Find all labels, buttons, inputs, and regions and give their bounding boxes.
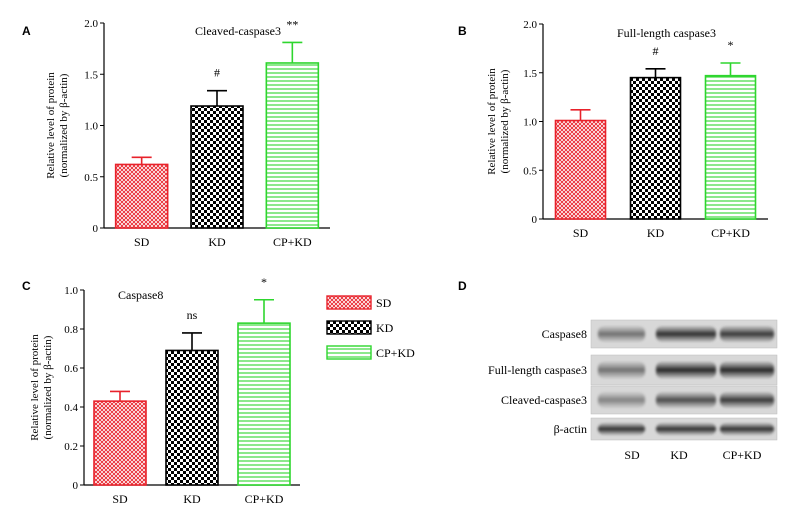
chart-title: Full-length caspase3	[617, 26, 716, 40]
blot-lane-label: KD	[670, 448, 688, 462]
y-axis-label: Relative level of protein(normalized by …	[45, 72, 70, 179]
x-tick-label: KD	[647, 226, 665, 240]
y-tick-label: 0.4	[64, 402, 78, 414]
chart-title: Caspase8	[118, 288, 163, 302]
blot-band	[720, 422, 774, 436]
x-tick-label: CP+KD	[245, 492, 284, 506]
bar-kd	[629, 76, 682, 220]
significance-mark: *	[728, 38, 734, 52]
x-tick-label: KD	[183, 492, 201, 506]
blot-band-label: Cleaved-caspase3	[501, 393, 587, 407]
blot-band	[656, 361, 716, 379]
legend-swatch	[326, 320, 372, 335]
panel-b-chart: B Full-length caspase3 Relative level of p…	[458, 19, 768, 240]
y-axis-label-line: (normalized by β-actin)	[58, 73, 70, 177]
bar-cp-kd	[237, 322, 291, 486]
panel-letter: A	[22, 24, 31, 38]
bar-kd	[165, 349, 219, 486]
y-tick-label: 0.5	[84, 172, 98, 184]
y-tick-label: 0	[73, 480, 79, 492]
blot-band	[656, 326, 716, 342]
bar-cp-kd	[265, 62, 320, 229]
y-axis-label-line: Relative level of protein	[29, 334, 41, 441]
y-axis-label-line: Relative level of protein	[45, 72, 57, 179]
y-axis-label-line: (normalized by β-actin)	[42, 335, 54, 439]
blot-band	[720, 326, 774, 342]
x-tick-label: SD	[573, 226, 589, 240]
legend-label: CP+KD	[376, 346, 415, 360]
blot-lane-label: SD	[624, 448, 640, 462]
x-tick-label: CP+KD	[273, 235, 312, 249]
blot-band	[598, 422, 645, 436]
significance-mark: **	[286, 17, 298, 31]
legend-swatch	[326, 345, 372, 360]
legend: SD KD CP+KD	[326, 295, 415, 360]
y-tick-label: 0.6	[64, 363, 78, 375]
x-tick-label: KD	[208, 235, 226, 249]
panel-a-chart: A Cleaved-caspase3 Relative level of prote…	[22, 17, 330, 249]
blot-lane-label: CP+KD	[723, 448, 762, 462]
y-tick-label: 1.5	[523, 68, 537, 80]
x-tick-label: SD	[134, 235, 150, 249]
blot-band	[656, 392, 716, 408]
y-tick-label: 2.0	[84, 18, 98, 30]
blot-band	[720, 361, 774, 379]
bar-kd	[190, 105, 244, 229]
y-tick-label: 0	[532, 214, 538, 226]
y-tick-label: 0.5	[523, 165, 537, 177]
blot-band	[598, 392, 645, 408]
x-tick-label: SD	[112, 492, 128, 506]
blot-band-label: Caspase8	[542, 327, 587, 341]
panel-c-chart: C Caspase8 Relative level of protein(norma…	[22, 275, 300, 506]
blot-band-rows	[590, 319, 778, 441]
legend-label: KD	[376, 321, 394, 335]
significance-mark: #	[214, 66, 220, 80]
chart-title: Cleaved-caspase3	[195, 24, 281, 38]
significance-mark: *	[261, 275, 267, 289]
legend-swatch	[326, 295, 372, 310]
y-tick-label: 1.0	[523, 117, 537, 129]
y-tick-label: 0	[93, 223, 99, 235]
y-axis-label: Relative level of protein(normalized by …	[486, 68, 511, 175]
blot-band	[720, 392, 774, 408]
bar-sd	[554, 119, 607, 220]
y-tick-label: 2.0	[523, 19, 537, 31]
y-axis-label-line: (normalized by β-actin)	[499, 69, 511, 173]
significance-mark: ns	[187, 308, 198, 322]
blot-band	[656, 422, 716, 436]
y-axis-label: Relative level of protein(normalized by …	[29, 334, 54, 441]
y-tick-label: 0.2	[64, 441, 78, 453]
panel-letter: B	[458, 24, 467, 38]
blot-lane-labels: SD KD CP+KD	[624, 448, 761, 462]
significance-mark: #	[653, 44, 659, 58]
y-tick-label: 1.0	[64, 285, 78, 297]
panel-letter-d: D	[458, 279, 467, 293]
x-tick-label: CP+KD	[711, 226, 750, 240]
y-tick-label: 1.0	[84, 121, 98, 133]
blot-band	[598, 361, 645, 379]
bar-sd	[114, 163, 169, 229]
bar-cp-kd	[704, 74, 757, 220]
panel-letter: C	[22, 279, 31, 293]
blot-band	[598, 326, 645, 342]
bar-sd	[93, 400, 147, 486]
western-blot-panel: D Caspase8 Full-length caspase3 Cleaved-ca…	[458, 279, 778, 462]
y-axis-label-line: Relative level of protein	[486, 68, 498, 175]
y-tick-label: 1.5	[84, 69, 98, 81]
blot-band-label: Full-length caspase3	[488, 363, 587, 377]
y-tick-label: 0.8	[64, 324, 78, 336]
legend-label: SD	[376, 296, 392, 310]
blot-band-labels: Caspase8 Full-length caspase3 Cleaved-casp…	[488, 327, 587, 436]
blot-band-label: β-actin	[554, 422, 587, 436]
